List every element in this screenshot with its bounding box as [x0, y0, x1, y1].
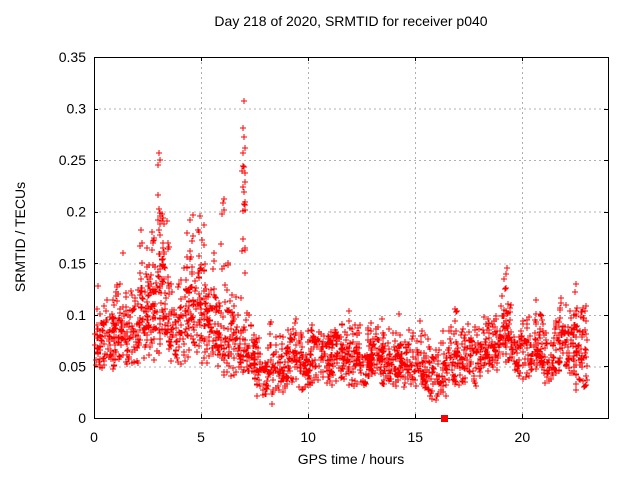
chart-title: Day 218 of 2020, SRMTID for receiver p04…	[214, 13, 488, 29]
y-tick-label: 0.05	[59, 358, 86, 374]
y-tick-label: 0.35	[59, 49, 86, 65]
x-tick-label: 5	[197, 429, 205, 445]
y-tick-label: 0	[78, 410, 86, 426]
y-axis-label: SRMTID / TECUs	[12, 181, 28, 293]
y-tick-label: 0.1	[67, 307, 87, 323]
y-tick-label: 0.2	[67, 204, 87, 220]
x-tick-label: 0	[90, 429, 98, 445]
x-tick-label: 20	[515, 429, 531, 445]
y-tick-labels: 0 0.05 0.1 0.15 0.2 0.25 0.3 0.35	[59, 49, 86, 426]
y-tick-label: 0.15	[59, 255, 86, 271]
flag-marker-square	[441, 415, 448, 422]
x-tick-labels: 0 5 10 15 20	[90, 429, 530, 445]
y-tick-label: 0.3	[67, 101, 87, 117]
plot-border	[94, 57, 609, 419]
x-axis-label: GPS time / hours	[297, 451, 405, 467]
y-tick-label: 0.25	[59, 152, 86, 168]
x-tick-label: 10	[300, 429, 316, 445]
data-points	[92, 98, 590, 407]
x-tick-label: 15	[407, 429, 423, 445]
